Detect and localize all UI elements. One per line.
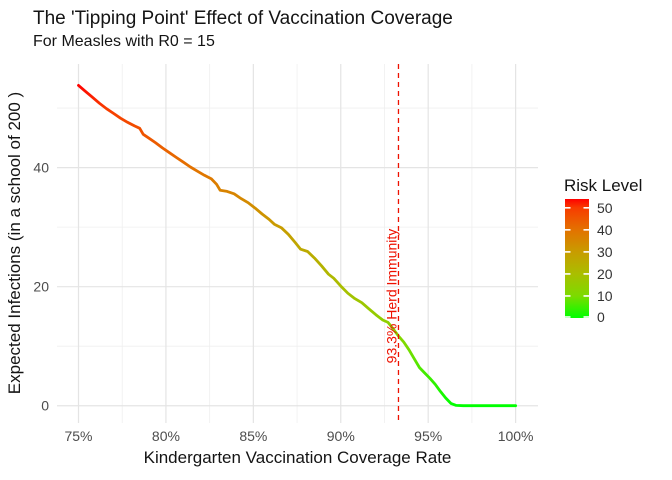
legend-tick-label: 40: [597, 222, 613, 238]
legend-tick-label: 10: [597, 288, 613, 304]
chart-title: The 'Tipping Point' Effect of Vaccinatio…: [33, 8, 453, 29]
x-tick-label: 95%: [414, 428, 442, 444]
legend-title: Risk Level: [564, 176, 643, 195]
x-tick-label: 80%: [152, 428, 180, 444]
y-tick-label: 0: [41, 398, 49, 414]
x-tick-label: 90%: [327, 428, 355, 444]
herd-immunity-label: 93.3% Herd Immunity: [383, 229, 399, 364]
legend-tick-label: 50: [597, 200, 613, 216]
legend-tick-label: 30: [597, 244, 613, 260]
x-axis-title: Kindergarten Vaccination Coverage Rate: [143, 448, 452, 467]
x-tick-label: 100%: [498, 428, 534, 444]
x-tick-label: 85%: [239, 428, 267, 444]
legend-tick-label: 20: [597, 266, 613, 282]
legend-colorbar: [565, 199, 589, 318]
legend-tick-label: 0: [597, 309, 605, 325]
y-axis-title: Expected Infections (in a school of 200 …: [5, 91, 24, 395]
y-tick-label: 20: [33, 279, 49, 295]
chart-subtitle: For Measles with R0 = 15: [33, 33, 215, 50]
infection-curve: [77, 84, 517, 408]
y-tick-label: 40: [33, 160, 49, 176]
x-tick-label: 75%: [64, 428, 92, 444]
